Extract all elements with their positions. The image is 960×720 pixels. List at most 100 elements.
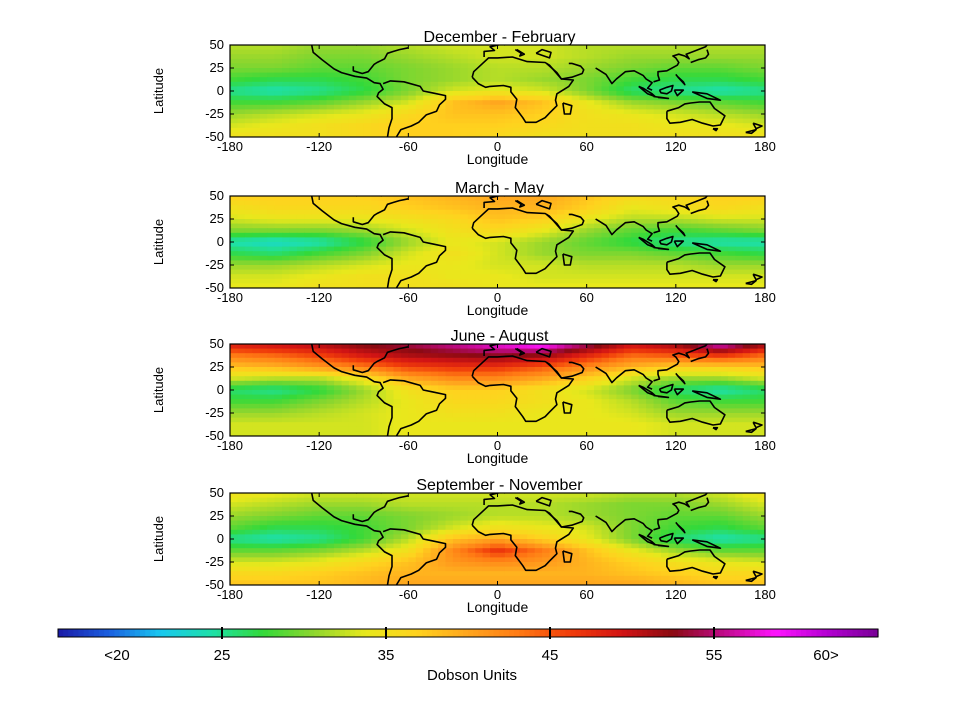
heatmap-cell bbox=[564, 255, 573, 261]
heatmap-cell bbox=[527, 255, 536, 261]
heatmap-cell bbox=[653, 348, 662, 354]
heatmap-cell bbox=[512, 242, 521, 248]
heatmap-cell bbox=[519, 348, 528, 354]
heatmap-cell bbox=[549, 506, 558, 512]
heatmap-cell bbox=[482, 100, 491, 106]
heatmap-cell bbox=[363, 371, 372, 377]
heatmap-cell bbox=[616, 95, 625, 101]
heatmap-cell bbox=[712, 502, 722, 508]
heatmap-cell bbox=[490, 376, 499, 382]
heatmap-cell bbox=[430, 209, 439, 215]
heatmap-cell bbox=[683, 232, 692, 238]
heatmap-cell bbox=[267, 502, 276, 508]
heatmap-cell bbox=[549, 54, 558, 60]
heatmap-cell bbox=[415, 265, 424, 271]
heatmap-cell bbox=[757, 269, 765, 275]
heatmap-cell bbox=[467, 228, 476, 234]
heatmap-cell bbox=[631, 511, 640, 517]
heatmap-cell bbox=[549, 242, 558, 248]
coastline bbox=[514, 347, 526, 356]
heatmap-cell bbox=[230, 223, 239, 229]
heatmap-cell bbox=[683, 228, 692, 234]
heatmap-cell bbox=[348, 196, 357, 202]
heatmap-cell bbox=[371, 385, 380, 391]
heatmap-cell bbox=[408, 196, 417, 202]
heatmap-cell bbox=[438, 91, 447, 97]
heatmap-cell bbox=[296, 196, 305, 202]
heatmap-cell bbox=[534, 413, 543, 419]
heatmap-cell bbox=[415, 228, 424, 234]
heatmap-cell bbox=[408, 77, 417, 83]
heatmap-cell bbox=[252, 431, 261, 436]
heatmap-cell bbox=[393, 91, 402, 97]
heatmap-cell bbox=[623, 91, 632, 97]
heatmap-cell bbox=[698, 371, 707, 377]
heatmap-cell bbox=[296, 205, 305, 211]
heatmap-cell bbox=[653, 493, 662, 499]
heatmap-cell bbox=[742, 399, 751, 405]
heatmap-cell bbox=[319, 403, 328, 409]
heatmap-cell bbox=[527, 95, 536, 101]
heatmap-cell bbox=[408, 242, 417, 248]
heatmap-cell bbox=[334, 237, 343, 243]
heatmap-cell bbox=[289, 274, 298, 280]
heatmap-cell bbox=[720, 371, 729, 377]
heatmap-cell bbox=[393, 385, 402, 391]
heatmap-cell bbox=[549, 91, 558, 97]
heatmap-cell bbox=[616, 58, 625, 64]
heatmap-cell bbox=[601, 426, 610, 432]
heatmap-cell bbox=[319, 502, 328, 508]
heatmap-cell bbox=[438, 45, 447, 51]
heatmap-cell bbox=[579, 502, 588, 508]
x-tick-label: 180 bbox=[754, 139, 776, 154]
heatmap-cell bbox=[594, 344, 603, 350]
heatmap-cell bbox=[653, 209, 662, 215]
heatmap-cell bbox=[727, 58, 736, 64]
heatmap-cell bbox=[371, 237, 380, 243]
heatmap-cell bbox=[504, 132, 513, 137]
heatmap-cell bbox=[497, 493, 506, 499]
heatmap-cell bbox=[393, 408, 402, 414]
heatmap-cell bbox=[668, 100, 677, 106]
heatmap-cell bbox=[653, 367, 662, 373]
heatmap-cell bbox=[594, 68, 603, 74]
heatmap-cell bbox=[690, 274, 699, 280]
heatmap-cell bbox=[356, 502, 365, 508]
y-tick-label: 50 bbox=[210, 188, 224, 203]
heatmap-cell bbox=[653, 362, 662, 368]
heatmap-cell bbox=[460, 511, 469, 517]
heatmap-cell bbox=[438, 242, 447, 248]
heatmap-cell bbox=[705, 104, 714, 110]
heatmap-cell bbox=[527, 497, 536, 503]
heatmap-cell bbox=[705, 367, 714, 373]
heatmap-cell bbox=[705, 242, 714, 248]
coastline bbox=[658, 235, 674, 246]
heatmap-cell bbox=[252, 100, 261, 106]
heatmap-cell bbox=[386, 344, 395, 350]
coastline bbox=[310, 45, 393, 137]
heatmap-cell bbox=[608, 242, 617, 248]
heatmap-cell bbox=[386, 362, 395, 368]
heatmap-cell bbox=[653, 255, 662, 261]
heatmap-cell bbox=[356, 493, 365, 499]
heatmap-cell bbox=[549, 357, 558, 363]
heatmap-cell bbox=[675, 58, 684, 64]
heatmap-cell bbox=[616, 200, 625, 206]
heatmap-cell bbox=[750, 357, 759, 363]
heatmap-cell bbox=[282, 58, 291, 64]
heatmap-cell bbox=[460, 251, 469, 257]
heatmap-cell bbox=[534, 205, 543, 211]
heatmap-cell bbox=[623, 54, 632, 60]
heatmap-cell bbox=[311, 394, 320, 400]
heatmap-cell bbox=[460, 127, 469, 133]
x-tick-label: -180 bbox=[217, 290, 243, 305]
heatmap-cell bbox=[259, 251, 268, 257]
heatmap-cell bbox=[571, 95, 580, 101]
heatmap-cell bbox=[668, 348, 677, 354]
heatmap-cell bbox=[311, 219, 320, 225]
heatmap-cell bbox=[683, 265, 692, 271]
heatmap-cell bbox=[683, 390, 692, 396]
heatmap-cell bbox=[660, 72, 669, 78]
heatmap-cell bbox=[423, 506, 432, 512]
heatmap-cell bbox=[430, 348, 439, 354]
